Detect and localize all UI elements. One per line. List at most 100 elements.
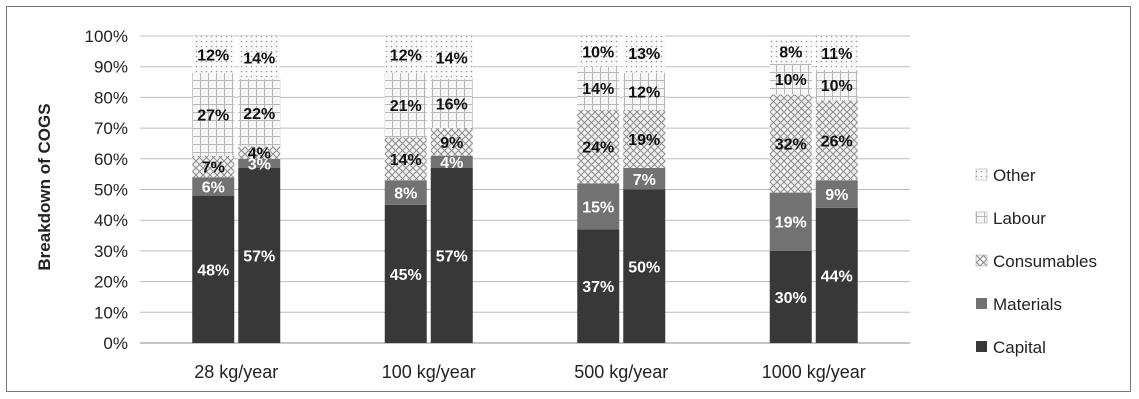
bar-segment-materials xyxy=(769,192,812,251)
data-label: 7% xyxy=(202,159,225,176)
bar-segment-labour xyxy=(238,78,281,147)
bar-segment-capital xyxy=(623,189,666,343)
data-label: 4% xyxy=(440,155,463,172)
data-label: 14% xyxy=(436,50,468,67)
legend-swatch-consumables xyxy=(975,254,988,267)
y-tick-label: 80% xyxy=(94,88,128,107)
data-label: 10% xyxy=(775,72,807,89)
bar-segment-materials xyxy=(430,155,473,169)
x-tick-label: 1000 kg/year xyxy=(762,362,866,382)
bar-segment-consumables xyxy=(430,128,473,156)
data-label: 37% xyxy=(582,279,614,296)
bar-segment-materials xyxy=(384,180,427,205)
bar-segment-consumables xyxy=(623,109,666,169)
bar-segment-materials xyxy=(577,183,620,230)
data-label: 24% xyxy=(582,140,614,157)
data-label: 14% xyxy=(243,50,275,67)
bar-segment-capital xyxy=(430,168,473,343)
data-label: 22% xyxy=(243,106,275,123)
bar-segment-labour xyxy=(430,78,473,129)
bar-segment-capital xyxy=(769,250,812,343)
x-tick-label: 500 kg/year xyxy=(574,362,668,382)
bar-segment-consumables xyxy=(577,109,620,184)
legend-label-capital: Capital xyxy=(993,338,1046,357)
data-label: 19% xyxy=(628,132,660,149)
bar-segment-labour xyxy=(192,72,235,156)
bar-segment-labour xyxy=(769,63,812,95)
data-label: 27% xyxy=(197,107,229,124)
x-tick-label: 28 kg/year xyxy=(194,362,278,382)
data-label: 12% xyxy=(628,84,660,101)
data-label: 12% xyxy=(197,47,229,64)
data-label: 57% xyxy=(243,249,275,266)
bar-segment-other xyxy=(430,36,473,79)
data-label: 26% xyxy=(821,133,853,150)
data-label: 3% xyxy=(248,156,271,173)
legend-swatch-labour xyxy=(975,211,988,224)
data-label: 10% xyxy=(582,44,614,61)
bar-segment-materials xyxy=(623,168,666,190)
data-label: 12% xyxy=(390,47,422,64)
legend-swatch-materials xyxy=(976,298,987,309)
y-tick-label: 70% xyxy=(94,119,128,138)
bar-segment-consumables xyxy=(238,146,281,159)
y-tick-label: 100% xyxy=(85,27,128,46)
data-label: 13% xyxy=(628,46,660,63)
x-tick-label: 100 kg/year xyxy=(382,362,476,382)
bar-segment-labour xyxy=(623,72,666,110)
y-tick-label: 40% xyxy=(94,211,128,230)
legend-label-materials: Materials xyxy=(993,295,1062,314)
bar-segment-consumables xyxy=(815,100,858,181)
data-label: 32% xyxy=(775,136,807,153)
legend-swatch-other xyxy=(975,168,988,181)
data-label: 14% xyxy=(582,81,614,98)
bar-segment-other xyxy=(769,39,812,64)
bar-segment-labour xyxy=(384,72,427,138)
data-label: 15% xyxy=(582,199,614,216)
data-label: 16% xyxy=(436,97,468,114)
bar-segment-capital xyxy=(192,195,235,343)
data-label: 50% xyxy=(628,259,660,276)
bar-segment-materials xyxy=(815,180,858,208)
y-tick-label: 30% xyxy=(94,242,128,261)
bar-segment-materials xyxy=(192,177,235,196)
bar-segment-other xyxy=(192,36,235,73)
y-tick-label: 10% xyxy=(94,303,128,322)
data-label: 11% xyxy=(821,46,852,63)
bar-segment-consumables xyxy=(192,155,235,178)
data-label: 10% xyxy=(821,78,853,95)
bar-segment-labour xyxy=(815,69,858,101)
bar-segment-other xyxy=(238,36,281,79)
data-label: 57% xyxy=(436,249,468,266)
data-label: 30% xyxy=(775,290,807,307)
y-tick-label: 90% xyxy=(94,58,128,77)
legend-label-labour: Labour xyxy=(993,209,1046,228)
bar-segment-other xyxy=(384,36,427,73)
bar-segment-other xyxy=(623,32,666,73)
data-label: 14% xyxy=(390,152,422,169)
bar-segment-capital xyxy=(577,229,620,343)
bar-segment-consumables xyxy=(384,137,427,181)
bar-segment-other xyxy=(577,36,620,67)
data-label: 21% xyxy=(390,98,422,115)
y-tick-label: 20% xyxy=(94,273,128,292)
data-label: 4% xyxy=(248,146,271,163)
legend: Other Labour Consumables Materials Capital xyxy=(975,166,1097,357)
data-label: 8% xyxy=(394,186,417,203)
bar-segment-capital xyxy=(384,204,427,343)
data-label: 7% xyxy=(633,172,656,189)
y-tick-label: 50% xyxy=(94,181,128,200)
bar-segment-labour xyxy=(577,66,620,110)
data-label: 48% xyxy=(197,262,229,279)
y-tick-label: 0% xyxy=(103,334,128,353)
data-label: 8% xyxy=(779,44,802,61)
data-label: 45% xyxy=(390,267,422,284)
legend-label-consumables: Consumables xyxy=(993,252,1097,271)
data-label: 19% xyxy=(775,215,807,232)
bars: 48%6%7%27%12%57%3%4%22%14%45%8%14%21%12%… xyxy=(192,32,858,343)
bar-segment-capital xyxy=(238,168,281,343)
bar-segment-consumables xyxy=(769,94,812,193)
data-label: 9% xyxy=(825,187,848,204)
bar-segment-capital xyxy=(815,207,858,343)
